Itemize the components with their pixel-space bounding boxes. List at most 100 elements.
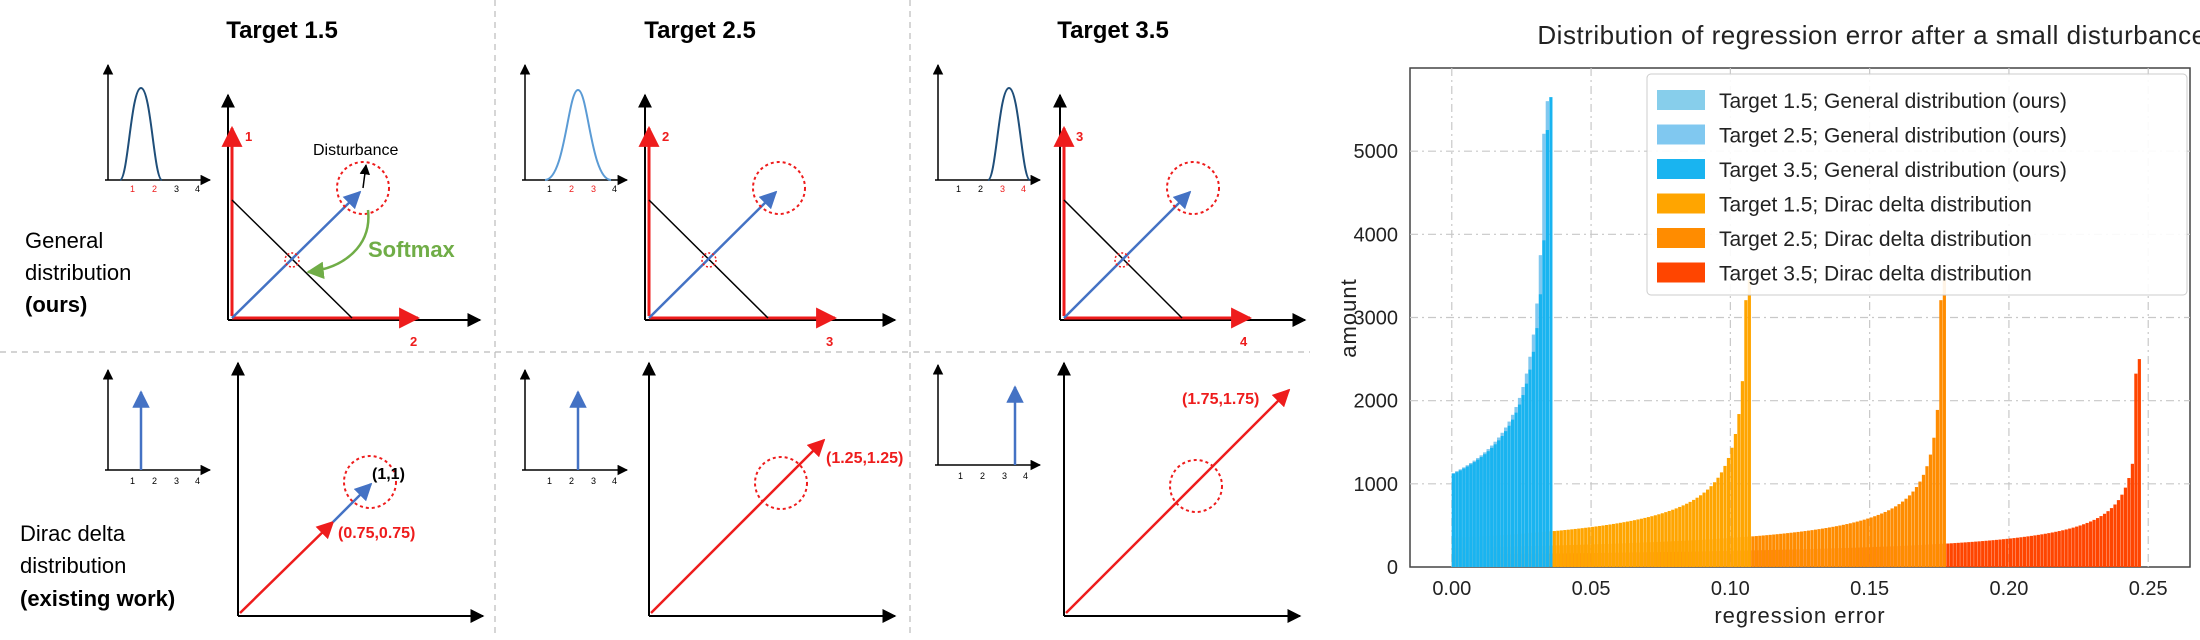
svg-text:1: 1 (956, 184, 961, 194)
mini-dirac-plot-1: 1 2 3 4 (102, 368, 212, 486)
histogram-bar (1921, 474, 1926, 567)
histogram-bar (2102, 513, 2107, 567)
histogram-bar (1608, 524, 1612, 567)
legend-entry: Target 2.5; Dirac delta distribution (1719, 228, 2032, 251)
column-title-3: Target 3.5 (1057, 17, 1169, 44)
histogram-bar (1458, 470, 1462, 567)
histogram-bar (2036, 534, 2040, 567)
histogram-bar (2078, 525, 2082, 567)
histogram-bar (1681, 505, 1685, 567)
histogram-bar (1517, 404, 1522, 567)
histogram-bar (1678, 506, 1682, 567)
histogram-bar (2130, 463, 2134, 567)
svg-text:3: 3 (174, 476, 179, 486)
histogram-bar (2082, 524, 2086, 567)
chart-title: Distribution of regression error after a… (1537, 20, 2200, 50)
histogram-bar (1806, 530, 1811, 567)
histogram-bar (1942, 280, 1946, 567)
histogram-bar (1876, 514, 1880, 567)
histogram-bar (2116, 500, 2121, 567)
legend-swatch (1657, 228, 1705, 248)
histogram-bar (2050, 532, 2054, 567)
histogram-bar (1754, 536, 1758, 567)
histogram-bar (2075, 526, 2079, 567)
histogram-bar (1500, 435, 1504, 567)
mini-distribution-plot-2: 1 2 3 4 (519, 63, 629, 194)
row-label-general-1: General (25, 228, 103, 253)
histogram-bar (1737, 414, 1741, 567)
histogram-bar (1852, 522, 1856, 567)
histogram-bar (1841, 524, 1845, 567)
histogram-bar (1800, 531, 1804, 567)
histogram-bar (1688, 501, 1692, 567)
svg-text:3: 3 (174, 184, 179, 194)
diagram-svg: Target 1.5 Target 2.5 Target 3.5 General… (0, 0, 1310, 635)
axis-label-y-1: 1 (245, 129, 252, 144)
histogram-bar (2092, 519, 2096, 567)
legend: Target 1.5; General distribution (ours) T… (1646, 73, 2188, 296)
svg-text:1: 1 (547, 476, 552, 486)
histogram-bar (1667, 510, 1671, 567)
histogram-bar (2047, 533, 2051, 567)
histogram-bar (1845, 524, 1849, 567)
histogram-bar (1632, 520, 1637, 567)
histogram-bar (1646, 517, 1650, 567)
legend-box (1646, 73, 2188, 296)
histogram-bar (1712, 482, 1717, 567)
histogram-bar (1542, 240, 1546, 567)
histogram-bar (1657, 514, 1661, 567)
svg-text:1: 1 (958, 471, 963, 481)
legend-entry: Target 2.5; General distribution (ours) (1719, 125, 2067, 148)
histogram-bar (1928, 454, 1933, 567)
legend-swatch (1657, 90, 1705, 110)
histogram-bar (1862, 519, 1866, 567)
histogram-bar (1559, 530, 1563, 567)
histogram-bar (1483, 454, 1487, 567)
histogram-bar (1758, 535, 1762, 567)
histogram-bar (2026, 536, 2030, 567)
histogram-bar (2137, 359, 2141, 567)
histogram-bar (1636, 519, 1640, 567)
histogram-bar (1960, 542, 1964, 567)
histogram-bar (1524, 383, 1529, 567)
histogram-bar (1897, 504, 1901, 567)
histogram-bar (2099, 516, 2103, 567)
histogram-bar (1566, 529, 1570, 567)
histogram-bar (1775, 534, 1779, 567)
svg-text:3: 3 (1000, 184, 1005, 194)
histogram-bar (1820, 528, 1825, 567)
column-title-1: Target 1.5 (226, 17, 338, 44)
histogram-bar (1974, 541, 1978, 567)
histogram-bar (1615, 523, 1619, 567)
histogram-bar (1455, 472, 1459, 567)
histogram-bar (1813, 529, 1818, 567)
x-tick-label: 0.10 (1711, 578, 1750, 600)
point-label-2: (1.25,1.25) (826, 450, 903, 467)
svg-text:2: 2 (152, 184, 157, 194)
histogram-bar (1709, 486, 1713, 567)
histogram-bar (1733, 433, 1738, 567)
histogram-bar (1883, 511, 1887, 567)
histogram-bar (1779, 533, 1783, 567)
mini-dirac-plot-2: 1 2 3 4 (519, 368, 629, 486)
histogram-bar (1490, 447, 1494, 567)
histogram-bar (1932, 437, 1936, 567)
histogram-bar (2089, 521, 2093, 567)
histogram-bar (1653, 515, 1657, 567)
histogram-bar (1869, 517, 1873, 567)
histogram-bar (1531, 351, 1536, 567)
histogram-bar (1622, 522, 1626, 567)
svg-text:1: 1 (130, 184, 135, 194)
svg-text:1: 1 (547, 184, 552, 194)
histogram-bar (1995, 539, 1999, 567)
svg-text:3: 3 (591, 476, 596, 486)
histogram-bar (1601, 525, 1605, 567)
y-tick-label: 1000 (1354, 474, 1399, 496)
histogram-bar (1514, 412, 1518, 567)
histogram-bar (1577, 528, 1581, 567)
general-panel-2: 1 2 3 4 2 3 (519, 63, 897, 349)
histogram-bar (1803, 531, 1807, 567)
x-tick-label: 0.05 (1572, 578, 1611, 600)
histogram-bar (1476, 459, 1480, 567)
histogram-bar (1552, 531, 1556, 567)
